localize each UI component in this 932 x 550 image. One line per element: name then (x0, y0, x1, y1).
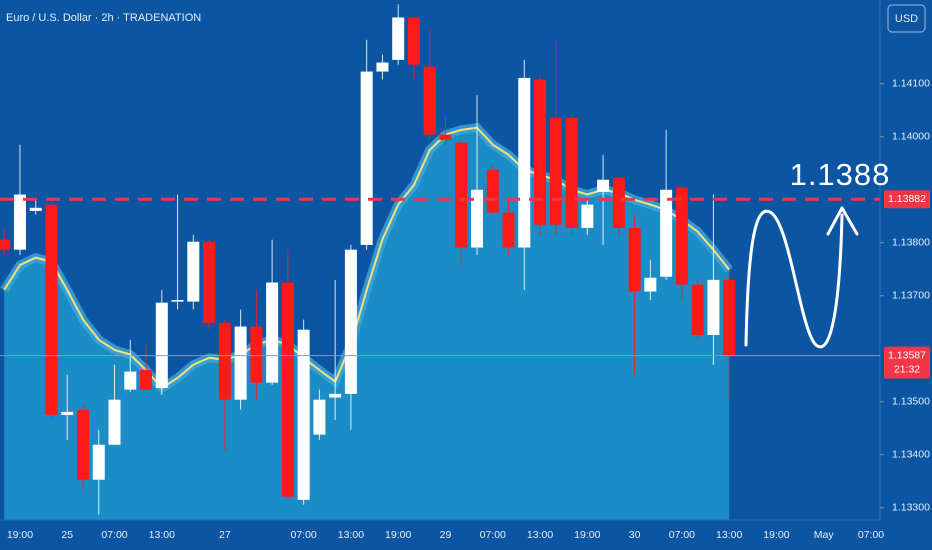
candle-body (565, 117, 578, 228)
y-tick-label: 1.13500 (892, 396, 930, 408)
candle-body (376, 62, 389, 72)
y-tick-label: 1.13700 (892, 290, 930, 302)
candle-body (344, 249, 357, 394)
candle-body (597, 179, 610, 192)
candle-body (187, 241, 200, 302)
x-tick-label: 13:00 (716, 529, 742, 541)
candle-body (612, 177, 625, 228)
candle-body (723, 279, 736, 356)
x-tick-label: 19:00 (385, 529, 411, 541)
candle-body (61, 411, 74, 416)
candle-body (439, 134, 452, 140)
candle-body (155, 302, 168, 389)
x-tick-label: 27 (219, 529, 231, 541)
x-tick-label: 25 (61, 529, 73, 541)
candle-body (313, 399, 326, 435)
candle-body (29, 207, 42, 211)
x-tick-label: 07:00 (101, 529, 127, 541)
candle-body (486, 169, 499, 213)
price-countdown: 21:32 (894, 363, 920, 375)
candle-body (234, 326, 247, 400)
currency-button[interactable] (887, 4, 926, 33)
candle-body (92, 444, 105, 480)
x-tick-label: 13:00 (527, 529, 553, 541)
candle-body (281, 282, 294, 497)
currency-label[interactable]: USD (895, 13, 918, 25)
candle-body (518, 77, 531, 248)
candle-body (675, 187, 688, 285)
x-tick-label: 07:00 (480, 529, 506, 541)
candle-body (644, 277, 657, 292)
price-label-box (884, 346, 930, 379)
target-annotation: 1.1388 (790, 157, 891, 192)
x-tick-label: 19:00 (574, 529, 600, 541)
x-tick-label: 29 (440, 529, 452, 541)
y-tick-label: 1.13400 (892, 449, 930, 461)
x-tick-label: 07:00 (669, 529, 695, 541)
candle-body (329, 393, 342, 398)
y-tick-label: 1.14000 (892, 131, 930, 143)
candle-body (423, 66, 436, 135)
candle-body (691, 284, 704, 336)
candle-body (0, 239, 11, 250)
candle-body (140, 369, 153, 390)
y-tick-label: 1.14100 (892, 78, 930, 90)
candle-body (471, 189, 483, 248)
candle-body (407, 17, 420, 65)
candle-body (360, 71, 373, 245)
plot-area (0, 4, 736, 520)
candle-body (581, 204, 594, 228)
x-tick-label: 07:00 (858, 529, 884, 541)
candle-body (549, 117, 562, 225)
candle-body (534, 79, 547, 225)
price-label: 1.13882 (888, 193, 926, 205)
x-tick-label: 13:00 (338, 529, 364, 541)
candle-body (250, 326, 263, 383)
candle-body (45, 204, 58, 416)
candle-body (218, 322, 231, 400)
price-label-box (884, 190, 930, 209)
y-tick-label: 1.13300 (892, 502, 930, 514)
y-tick-label: 1.13800 (892, 237, 930, 249)
projection-curve (744, 209, 844, 349)
candle-body (77, 409, 89, 480)
x-tick-label: 30 (629, 529, 641, 541)
x-tick-label: 13:00 (149, 529, 175, 541)
candle-body (502, 212, 515, 248)
candle-body (392, 17, 405, 60)
candle-body (266, 282, 279, 383)
x-tick-label: 07:00 (290, 529, 316, 541)
candle-body (660, 189, 673, 277)
price-label: 1.13587 (888, 349, 926, 361)
projection-arrowhead (826, 206, 859, 236)
x-tick-label: 19:00 (7, 529, 33, 541)
chart-title: Euro / U.S. Dollar · 2h · TRADENATION (6, 12, 201, 24)
ma-area (4, 127, 730, 520)
candle-body (171, 300, 184, 302)
x-tick-label: May (814, 529, 835, 541)
candle-body (628, 227, 641, 292)
candle-body (297, 329, 310, 500)
candle-body (707, 279, 720, 336)
candle-body (13, 194, 26, 250)
candle-body (455, 142, 468, 248)
candle-body (108, 399, 121, 445)
candle-body (124, 371, 137, 390)
candle-body (203, 241, 216, 323)
x-tick-label: 19:00 (763, 529, 789, 541)
